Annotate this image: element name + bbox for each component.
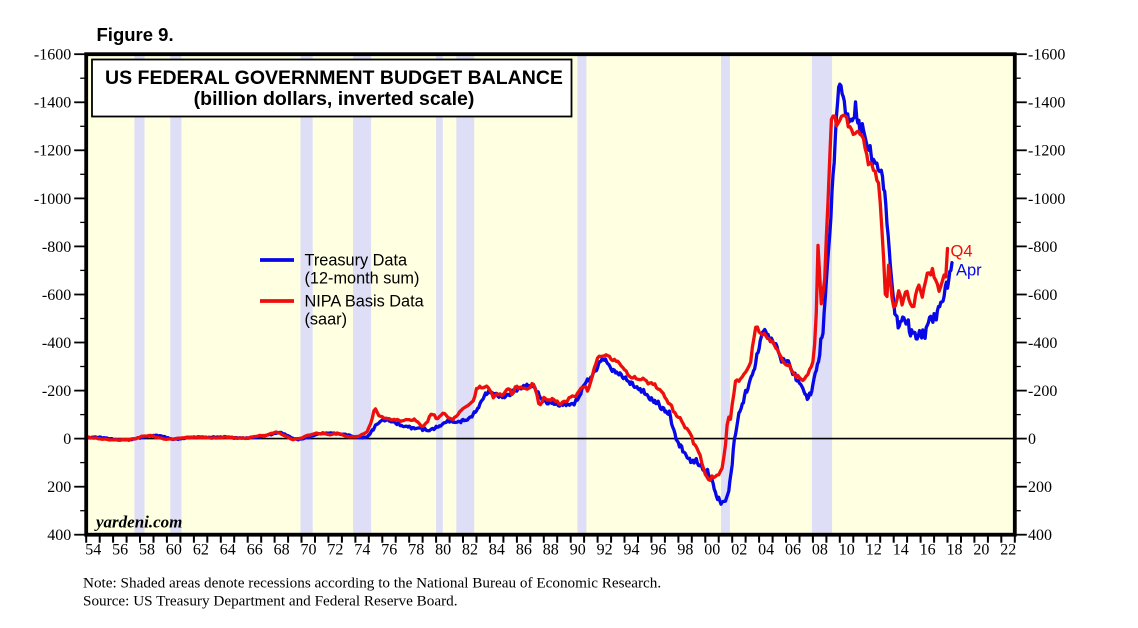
svg-text:80: 80 [435, 541, 451, 558]
svg-text:06: 06 [785, 541, 801, 558]
svg-text:Q4: Q4 [951, 243, 973, 261]
svg-text:70: 70 [301, 541, 317, 558]
svg-text:-800: -800 [42, 239, 71, 256]
svg-text:(12-month sum): (12-month sum) [305, 269, 420, 287]
svg-text:92: 92 [597, 541, 613, 558]
svg-text:18: 18 [947, 541, 963, 558]
svg-text:-1200: -1200 [1028, 143, 1065, 160]
svg-text:NIPA Basis Data: NIPA Basis Data [305, 293, 425, 311]
svg-text:-200: -200 [42, 383, 71, 400]
svg-text:0: 0 [1028, 431, 1036, 448]
svg-text:-400: -400 [42, 335, 71, 352]
svg-text:82: 82 [462, 541, 478, 558]
svg-text:-1600: -1600 [34, 47, 71, 64]
svg-text:-1000: -1000 [1028, 191, 1065, 208]
svg-text:-1600: -1600 [1028, 47, 1065, 64]
svg-text:76: 76 [381, 541, 397, 558]
svg-text:60: 60 [166, 541, 182, 558]
svg-text:-400: -400 [1028, 335, 1057, 352]
svg-text:Note: Shaded areas denote rece: Note: Shaded areas denote recessions acc… [83, 575, 661, 592]
svg-text:US FEDERAL GOVERNMENT BUDGET B: US FEDERAL GOVERNMENT BUDGET BALANCE [105, 67, 563, 89]
svg-text:00: 00 [704, 541, 720, 558]
svg-text:yardeni.com: yardeni.com [94, 513, 182, 532]
svg-text:68: 68 [274, 541, 290, 558]
svg-text:-1400: -1400 [34, 95, 71, 112]
svg-text:72: 72 [327, 541, 343, 558]
svg-text:94: 94 [624, 541, 640, 558]
svg-text:-600: -600 [42, 287, 71, 304]
svg-text:(saar): (saar) [305, 311, 348, 329]
svg-text:10: 10 [839, 541, 855, 558]
svg-text:Source: US Treasury Department: Source: US Treasury Department and Feder… [83, 593, 458, 610]
svg-text:Apr: Apr [956, 262, 982, 280]
svg-text:-600: -600 [1028, 287, 1057, 304]
svg-text:84: 84 [489, 541, 505, 558]
svg-text:86: 86 [516, 541, 532, 558]
svg-text:98: 98 [677, 541, 693, 558]
svg-text:02: 02 [731, 541, 747, 558]
svg-text:20: 20 [973, 541, 989, 558]
svg-text:62: 62 [193, 541, 209, 558]
svg-text:-1000: -1000 [34, 191, 71, 208]
svg-text:90: 90 [570, 541, 586, 558]
svg-text:Treasury Data: Treasury Data [305, 251, 408, 269]
svg-text:-1400: -1400 [1028, 95, 1065, 112]
svg-text:400: 400 [47, 527, 71, 544]
svg-text:200: 200 [47, 479, 71, 496]
svg-text:16: 16 [920, 541, 936, 558]
svg-text:66: 66 [247, 541, 263, 558]
svg-text:Figure 9.: Figure 9. [97, 24, 174, 45]
svg-text:58: 58 [139, 541, 155, 558]
svg-text:54: 54 [85, 541, 101, 558]
svg-text:(billion dollars, inverted sca: (billion dollars, inverted scale) [194, 88, 475, 110]
svg-text:88: 88 [543, 541, 559, 558]
svg-text:-800: -800 [1028, 239, 1057, 256]
svg-text:12: 12 [866, 541, 882, 558]
svg-text:96: 96 [650, 541, 666, 558]
svg-text:14: 14 [893, 541, 909, 558]
svg-text:400: 400 [1028, 527, 1052, 544]
svg-text:56: 56 [112, 541, 128, 558]
svg-text:-200: -200 [1028, 383, 1057, 400]
svg-text:08: 08 [812, 541, 828, 558]
svg-text:74: 74 [354, 541, 370, 558]
svg-text:0: 0 [63, 431, 71, 448]
svg-text:78: 78 [408, 541, 424, 558]
svg-text:200: 200 [1028, 479, 1052, 496]
svg-text:04: 04 [758, 541, 774, 558]
svg-text:-1200: -1200 [34, 143, 71, 160]
svg-text:64: 64 [220, 541, 236, 558]
svg-text:22: 22 [1000, 541, 1016, 558]
